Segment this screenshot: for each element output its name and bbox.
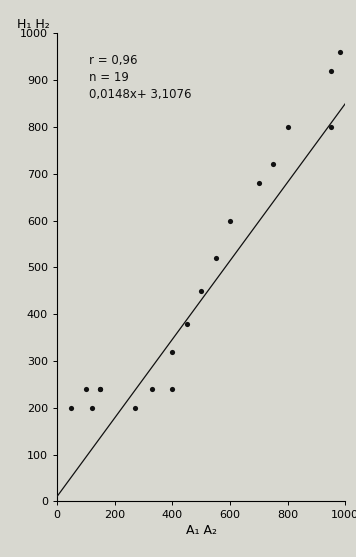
- Point: [271, 160, 276, 169]
- Text: r = 0,96
n = 19
0,0148x+ 3,1076: r = 0,96 n = 19 0,0148x+ 3,1076: [89, 55, 191, 101]
- Point: [169, 347, 175, 356]
- Point: [184, 319, 189, 328]
- Point: [132, 403, 138, 412]
- Point: [256, 179, 262, 188]
- Point: [328, 66, 334, 75]
- Point: [68, 403, 74, 412]
- Point: [227, 216, 233, 225]
- Point: [285, 123, 290, 131]
- Point: [97, 384, 103, 393]
- Point: [97, 384, 103, 393]
- Text: H₁ H₂: H₁ H₂: [17, 18, 49, 31]
- X-axis label: A₁ A₂: A₁ A₂: [185, 525, 217, 538]
- Point: [213, 253, 219, 262]
- Point: [89, 403, 94, 412]
- Point: [83, 384, 89, 393]
- Point: [337, 48, 342, 57]
- Point: [169, 384, 175, 393]
- Point: [198, 286, 204, 295]
- Point: [328, 123, 334, 131]
- Point: [149, 384, 155, 393]
